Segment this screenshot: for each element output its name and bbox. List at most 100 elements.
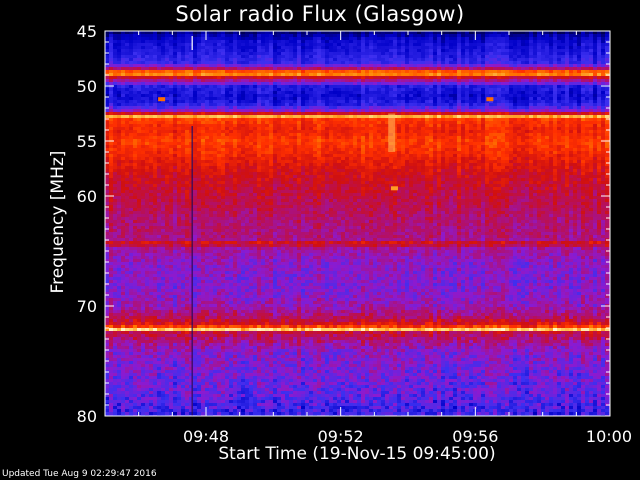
heatmap-cell bbox=[109, 70, 114, 74]
heatmap-cell bbox=[381, 88, 386, 92]
heatmap-cell bbox=[281, 34, 286, 38]
heatmap-cell bbox=[445, 46, 450, 50]
heatmap-cell bbox=[153, 43, 158, 47]
heatmap-cell bbox=[353, 46, 358, 50]
heatmap-cell bbox=[425, 91, 430, 95]
heatmap-cell bbox=[493, 91, 498, 95]
heatmap-cell bbox=[549, 100, 554, 104]
heatmap-cell bbox=[181, 142, 186, 146]
heatmap-cell bbox=[337, 55, 342, 59]
heatmap-cell bbox=[253, 31, 258, 35]
heatmap-cell bbox=[573, 97, 578, 101]
heatmap-cell bbox=[445, 88, 450, 92]
heatmap-cell bbox=[589, 109, 594, 113]
heatmap-cell bbox=[601, 82, 606, 86]
heatmap-cell bbox=[577, 130, 582, 134]
heatmap-cell bbox=[185, 106, 190, 110]
heatmap-cell bbox=[277, 70, 282, 74]
heatmap-cell bbox=[589, 97, 594, 101]
heatmap-cell bbox=[545, 106, 550, 110]
heatmap-cell bbox=[385, 61, 390, 65]
heatmap-cell bbox=[493, 106, 498, 110]
heatmap-cell bbox=[445, 58, 450, 62]
heatmap-cell bbox=[381, 31, 386, 35]
heatmap-cell bbox=[169, 82, 174, 86]
heatmap-cell bbox=[153, 112, 158, 116]
heatmap-cell bbox=[129, 118, 134, 122]
heatmap-cell bbox=[245, 121, 250, 125]
heatmap-cell bbox=[301, 97, 306, 101]
heatmap-cell bbox=[565, 37, 570, 41]
heatmap-cell bbox=[289, 55, 294, 59]
heatmap-cell bbox=[353, 130, 358, 134]
heatmap-cell bbox=[277, 82, 282, 86]
heatmap-cell bbox=[493, 52, 498, 56]
heatmap-cell bbox=[205, 67, 210, 71]
heatmap-cell bbox=[333, 94, 338, 98]
heatmap-cell bbox=[573, 40, 578, 44]
heatmap-cell bbox=[265, 97, 270, 101]
heatmap-cell bbox=[397, 43, 402, 47]
heatmap-cell bbox=[389, 88, 394, 92]
heatmap-cell bbox=[589, 139, 594, 143]
heatmap-cell bbox=[565, 70, 570, 74]
heatmap-cell bbox=[485, 109, 490, 113]
heatmap-cell bbox=[517, 76, 522, 80]
heatmap-cell bbox=[325, 106, 330, 110]
heatmap-cell bbox=[417, 112, 422, 116]
heatmap-cell bbox=[477, 76, 482, 80]
heatmap-cell bbox=[129, 67, 134, 71]
heatmap-cell bbox=[225, 148, 230, 152]
heatmap-cell bbox=[529, 67, 534, 71]
heatmap-cell bbox=[573, 94, 578, 98]
heatmap-cell bbox=[325, 133, 330, 137]
heatmap-cell bbox=[565, 100, 570, 104]
heatmap-cell bbox=[185, 52, 190, 56]
heatmap-cell bbox=[201, 121, 206, 125]
heatmap-cell bbox=[393, 79, 398, 83]
heatmap-cell bbox=[333, 106, 338, 110]
heatmap-cell bbox=[141, 76, 146, 80]
heatmap-cell bbox=[197, 130, 202, 134]
heatmap-cell bbox=[393, 115, 398, 119]
heatmap-cell bbox=[105, 70, 110, 74]
heatmap-cell bbox=[433, 85, 438, 89]
heatmap-cell bbox=[197, 109, 202, 113]
heatmap-cell bbox=[309, 139, 314, 143]
heatmap-cell bbox=[557, 124, 562, 128]
heatmap-cell bbox=[205, 118, 210, 122]
heatmap-cell bbox=[537, 37, 542, 41]
heatmap-cell bbox=[229, 88, 234, 92]
heatmap-cell bbox=[221, 55, 226, 59]
heatmap-cell bbox=[153, 91, 158, 95]
heatmap-cell bbox=[245, 130, 250, 134]
heatmap-cell bbox=[449, 97, 454, 101]
heatmap-cell bbox=[241, 76, 246, 80]
heatmap-cell bbox=[141, 34, 146, 38]
heatmap-cell bbox=[461, 73, 466, 77]
heatmap-cell bbox=[145, 121, 150, 125]
heatmap-cell bbox=[497, 139, 502, 143]
heatmap-cell bbox=[249, 145, 254, 149]
heatmap-cell bbox=[229, 91, 234, 95]
heatmap-cell bbox=[241, 109, 246, 113]
heatmap-cell bbox=[589, 136, 594, 140]
heatmap-cell bbox=[577, 79, 582, 83]
heatmap-cell bbox=[325, 142, 330, 146]
heatmap-cell bbox=[169, 55, 174, 59]
heatmap-cell bbox=[589, 67, 594, 71]
heatmap-cell bbox=[245, 46, 250, 50]
heatmap-cell bbox=[469, 43, 474, 47]
heatmap-cell bbox=[205, 106, 210, 110]
heatmap-cell bbox=[121, 118, 126, 122]
heatmap-cell bbox=[325, 130, 330, 134]
heatmap-cell bbox=[249, 82, 254, 86]
heatmap-cell bbox=[369, 55, 374, 59]
heatmap-cell bbox=[577, 97, 582, 101]
heatmap-cell bbox=[293, 106, 298, 110]
heatmap-cell bbox=[329, 76, 334, 80]
heatmap-cell bbox=[117, 103, 122, 107]
heatmap-cell bbox=[441, 124, 446, 128]
heatmap-cell bbox=[333, 88, 338, 92]
heatmap-cell bbox=[349, 100, 354, 104]
